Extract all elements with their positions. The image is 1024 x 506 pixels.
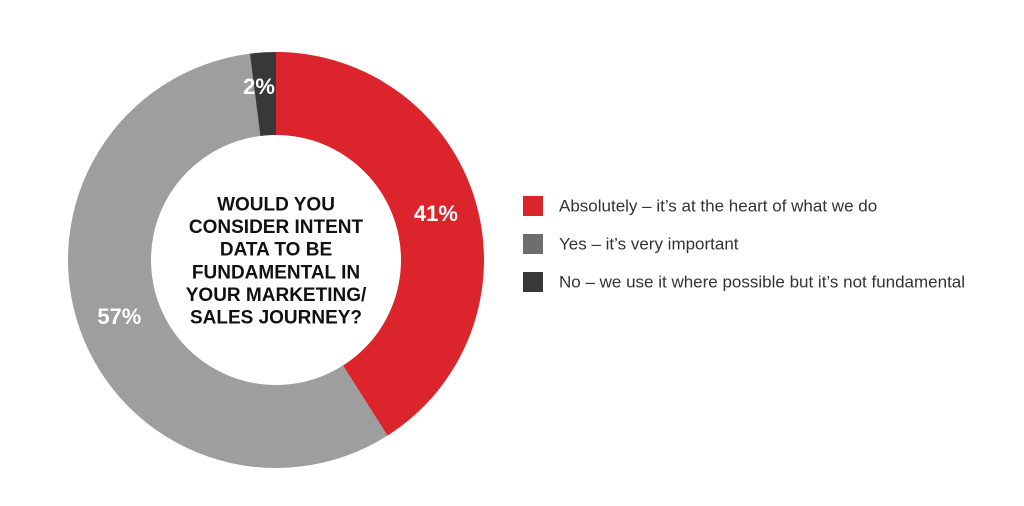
legend-item: Absolutely – it’s at the heart of what w… (523, 196, 877, 216)
chart-title-line: CONSIDER INTENT (189, 217, 364, 238)
chart-title-line: DATA TO BE (220, 240, 332, 261)
legend-swatch (523, 272, 543, 292)
slice-label: 57% (97, 304, 141, 329)
slice-label: 41% (414, 201, 458, 226)
chart-title-line: FUNDAMENTAL IN (192, 262, 360, 283)
chart-title-line: SALES JOURNEY? (190, 308, 362, 329)
legend-label: Yes – it’s very important (559, 235, 739, 254)
chart-title-line: YOUR MARKETING/ (186, 285, 367, 306)
slice-label: 2% (243, 74, 275, 99)
legend-label: Absolutely – it’s at the heart of what w… (559, 197, 877, 216)
legend: Absolutely – it’s at the heart of what w… (523, 196, 965, 292)
legend-item: Yes – it’s very important (523, 234, 739, 254)
legend-swatch (523, 196, 543, 216)
legend-item: No – we use it where possible but it’s n… (523, 272, 965, 292)
donut-hole (151, 135, 401, 385)
slice-labels: 41% 57% 2% (97, 74, 458, 329)
legend-label: No – we use it where possible but it’s n… (559, 273, 965, 292)
chart-title: WOULD YOU CONSIDER INTENT DATA TO BE FUNDAM… (186, 195, 367, 329)
chart-title-line: WOULD YOU (217, 195, 335, 216)
legend-swatch (523, 234, 543, 254)
